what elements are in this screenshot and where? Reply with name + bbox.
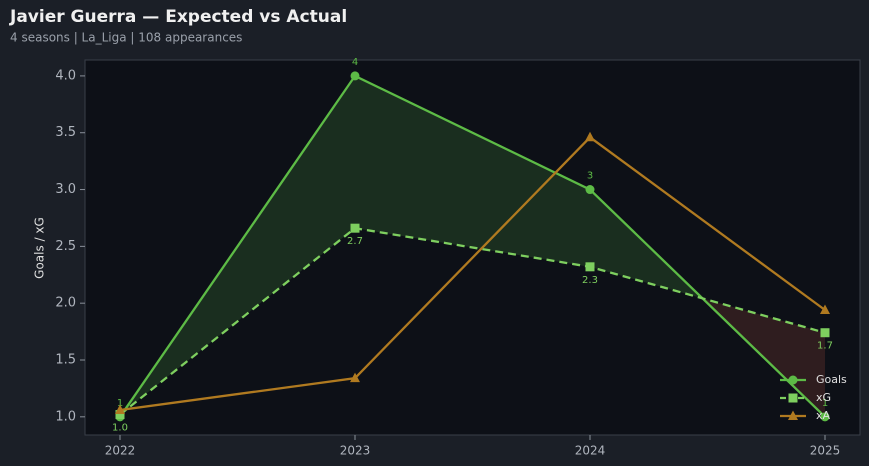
chart-subtitle: 4 seasons | La_Liga | 108 appearances bbox=[10, 31, 242, 45]
x-tick-label: 2024 bbox=[575, 444, 606, 458]
data-label: 2.7 bbox=[347, 236, 363, 247]
y-tick-label: 1.5 bbox=[55, 353, 76, 368]
point bbox=[350, 71, 360, 81]
point bbox=[585, 185, 595, 195]
diff-fill bbox=[355, 75, 590, 267]
point bbox=[115, 410, 125, 420]
series-line bbox=[119, 74, 826, 418]
y-tick-label: 3.5 bbox=[55, 125, 76, 140]
legend-marker bbox=[788, 410, 798, 420]
y-axis-label: Goals / xG bbox=[33, 217, 47, 279]
y-tick-label: 4.0 bbox=[55, 68, 76, 83]
series-line bbox=[119, 226, 826, 416]
legend-marker bbox=[788, 375, 798, 385]
data-label: 3 bbox=[587, 171, 593, 182]
data-label: 1.7 bbox=[817, 341, 833, 352]
point bbox=[585, 131, 595, 142]
data-label: 1 bbox=[822, 398, 828, 409]
data-label: 1.0 bbox=[112, 423, 128, 434]
y-tick-label: 2.5 bbox=[55, 239, 76, 254]
legend-marker bbox=[788, 393, 798, 403]
y-tick-label: 3.0 bbox=[55, 182, 76, 197]
y-tick-label: 1.0 bbox=[55, 409, 76, 424]
point bbox=[820, 304, 830, 314]
legend-label: xA bbox=[816, 409, 831, 422]
series-line bbox=[119, 135, 826, 412]
legend-label: Goals bbox=[816, 373, 847, 386]
point bbox=[820, 412, 830, 422]
point bbox=[350, 223, 360, 233]
x-tick-label: 2022 bbox=[105, 444, 136, 458]
chart-title: Javier Guerra — Expected vs Actual bbox=[9, 7, 347, 27]
data-label: 1 bbox=[117, 398, 123, 409]
point bbox=[115, 404, 125, 414]
legend-label: xG bbox=[816, 391, 831, 404]
y-tick-label: 2.0 bbox=[55, 296, 76, 311]
data-label: 2.3 bbox=[582, 275, 598, 286]
data-label: 4 bbox=[352, 57, 358, 68]
x-tick-label: 2023 bbox=[340, 444, 371, 458]
x-tick-label: 2025 bbox=[810, 444, 841, 458]
point bbox=[585, 262, 595, 272]
legend: Goals xG xA bbox=[780, 373, 847, 422]
point bbox=[820, 328, 830, 338]
point bbox=[350, 372, 360, 383]
